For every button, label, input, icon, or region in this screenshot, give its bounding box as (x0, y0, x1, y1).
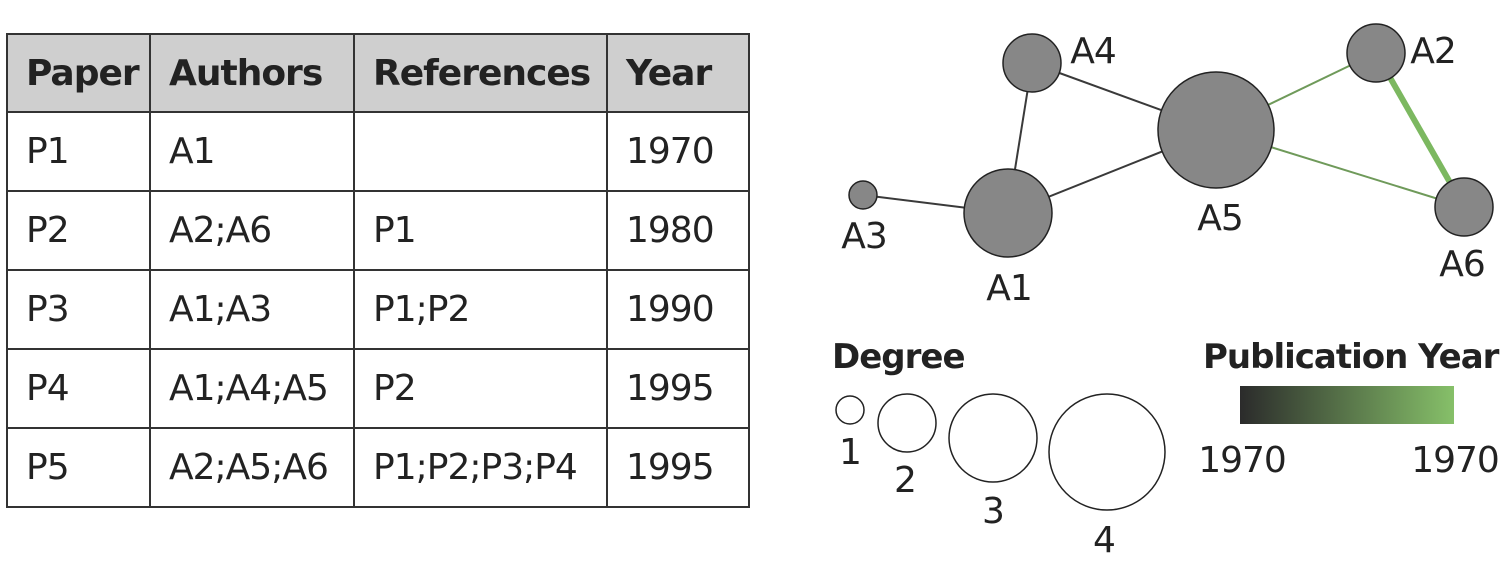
node-a3 (848, 180, 878, 210)
cell-paper: P1 (6, 111, 151, 192)
cell-year: 1995 (606, 427, 750, 508)
node-labels-layer: A1 A2 A3 A4 A5 A6 (841, 31, 1486, 309)
table-body: P1 A1 1970 P2 A2;A6 P1 1980 P3 A1;A3 P1;… (6, 111, 750, 508)
year-legend-max: 1970 (1411, 440, 1499, 481)
cell-authors: A2;A6 (149, 190, 355, 271)
node-a2 (1346, 23, 1406, 83)
header-references: References (353, 33, 608, 113)
nodes-layer (848, 23, 1494, 258)
table-row: P2 A2;A6 P1 1980 (6, 190, 750, 271)
year-legend-title: Publication Year (1203, 337, 1500, 377)
degree-legend-label-3: 3 (982, 491, 1004, 532)
degree-legend-circle-3 (948, 393, 1038, 483)
year-gradient-bar (1240, 386, 1454, 424)
degree-legend-circle-4 (1048, 393, 1166, 511)
header-year: Year (606, 33, 750, 113)
degree-legend-title: Degree (832, 337, 965, 377)
degree-legend-items: 12 3 4 (835, 393, 1166, 561)
degree-legend-label-4: 4 (1093, 520, 1115, 561)
node-label-a3: A3 (841, 216, 887, 257)
degree-legend-label-2: 2 (894, 460, 916, 501)
node-label-a1: A1 (986, 268, 1032, 309)
cell-paper: P2 (6, 190, 151, 271)
year-legend-min: 1970 (1198, 440, 1286, 481)
cell-references (353, 111, 608, 192)
node-a1 (963, 168, 1053, 258)
cell-paper: P3 (6, 269, 151, 350)
header-authors: Authors (149, 33, 355, 113)
node-a5 (1157, 71, 1275, 189)
header-paper: Paper (6, 33, 151, 113)
node-label-a5: A5 (1197, 198, 1243, 239)
cell-authors: A1;A3 (149, 269, 355, 350)
node-a4 (1002, 33, 1062, 93)
cell-year: 1990 (606, 269, 750, 350)
degree-legend-circle-2 (877, 393, 937, 453)
table-header-row: Paper Authors References Year (6, 33, 750, 113)
table-row: P5 A2;A5;A6 P1;P2;P3;P4 1995 (6, 427, 750, 508)
node-a6 (1434, 177, 1494, 237)
degree-legend: Degree 12 3 4 (832, 337, 1166, 561)
cell-year: 1995 (606, 348, 750, 429)
cell-references: P2 (353, 348, 608, 429)
cell-paper: P4 (6, 348, 151, 429)
cell-authors: A1;A4;A5 (149, 348, 355, 429)
node-label-a6: A6 (1439, 244, 1485, 285)
degree-legend-circle-1 (835, 395, 865, 425)
year-legend: Publication Year 1970 1970 (1198, 337, 1500, 481)
cell-authors: A2;A5;A6 (149, 427, 355, 508)
table-row: P4 A1;A4;A5 P2 1995 (6, 348, 750, 429)
cell-references: P1;P2;P3;P4 (353, 427, 608, 508)
papers-table: Paper Authors References Year P1 A1 1970… (6, 33, 750, 508)
cell-references: P1;P2 (353, 269, 608, 350)
cell-year: 1970 (606, 111, 750, 192)
node-label-a4: A4 (1070, 31, 1116, 72)
degree-legend-label-1: 1 (839, 432, 861, 473)
table-header: Paper Authors References Year (6, 33, 750, 113)
node-label-a2: A2 (1410, 31, 1456, 72)
cell-authors: A1 (149, 111, 355, 192)
cell-year: 1980 (606, 190, 750, 271)
table-row: P3 A1;A3 P1;P2 1990 (6, 269, 750, 350)
cell-references: P1 (353, 190, 608, 271)
cell-paper: P5 (6, 427, 151, 508)
table-row: P1 A1 1970 (6, 111, 750, 192)
